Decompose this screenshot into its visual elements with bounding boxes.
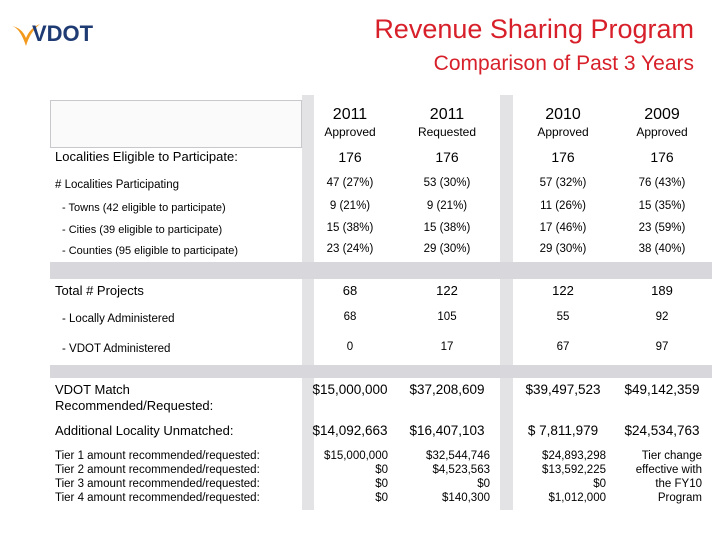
column-year: 2011	[429, 106, 465, 123]
tier-cell: $0	[375, 492, 388, 504]
row-label: Localities Eligible to Participate:	[55, 149, 238, 164]
table-cell: 176	[435, 149, 459, 165]
tier-cell: the FY10	[655, 478, 702, 490]
row-label: - Towns (42 eligible to participate)	[62, 202, 226, 214]
tier-cell: $32,544,746	[426, 450, 490, 462]
table-cell: 122	[436, 283, 458, 298]
tier-label: Tier 2 amount recommended/requested:	[55, 464, 260, 476]
column-status: Approved	[537, 125, 589, 139]
tier-cell: $0	[593, 478, 606, 490]
table-cell: 0	[346, 341, 354, 353]
row-label: - Counties (95 eligible to participate)	[62, 245, 239, 257]
tier-cell: $24,893,298	[542, 450, 606, 462]
table-cell: 68	[343, 311, 357, 323]
tier-cell: $0	[375, 478, 388, 490]
table-cell: 23 (59%)	[638, 222, 686, 234]
title: Revenue Sharing Program	[374, 14, 694, 44]
column-stripe	[302, 95, 314, 510]
table-cell: 9 (21%)	[426, 200, 468, 212]
table-cell: 176	[551, 149, 575, 165]
table-cell: 47 (27%)	[326, 177, 374, 189]
table-cell: 38 (40%)	[638, 243, 686, 255]
row-label: VDOT Match Recommended/Requested:	[55, 382, 214, 413]
row-label: # Localities Participating	[55, 179, 180, 191]
logo-swoosh	[12, 24, 40, 46]
row-label: Total # Projects	[55, 283, 144, 298]
table-cell: 76 (43%)	[638, 177, 686, 189]
tier-label: Tier 1 amount recommended/requested:	[55, 450, 260, 462]
tier-cell: $0	[375, 464, 388, 476]
table-cell: 176	[650, 149, 674, 165]
tier-cell: $13,592,225	[542, 464, 606, 476]
row-label: - Cities (39 eligible to participate)	[62, 224, 223, 236]
table-cell: 105	[437, 311, 457, 323]
tier-label: Tier 4 amount recommended/requested:	[55, 492, 260, 504]
table-cell: $15,000,000	[312, 382, 388, 397]
row-label: Additional Locality Unmatched:	[55, 423, 234, 438]
tier-cell: Program	[657, 492, 702, 504]
table-cell: $14,092,663	[312, 423, 388, 438]
tier-cell: Tier change	[641, 450, 702, 462]
table-cell: $24,534,763	[624, 423, 700, 438]
column-stripe	[500, 95, 513, 510]
column-status: Approved	[636, 125, 688, 139]
table-cell: 17	[440, 341, 454, 353]
column-year: 2011	[332, 106, 368, 123]
table-cell: 11 (26%)	[540, 200, 586, 212]
tier-cell: $4,523,563	[432, 464, 490, 476]
logo: VDOT	[12, 21, 94, 46]
table-cell: $37,208,609	[409, 382, 485, 397]
column-status: Requested	[417, 125, 477, 139]
tier-cell: $0	[477, 478, 490, 490]
table-cell: 68	[342, 283, 358, 298]
table-cell: 57 (32%)	[539, 177, 587, 189]
table-cell: 53 (30%)	[423, 177, 471, 189]
column-year: 2010	[545, 106, 581, 123]
tier-label: Tier 3 amount recommended/requested:	[55, 478, 260, 490]
table-cell: 189	[651, 283, 673, 298]
table-cell: 15 (38%)	[423, 222, 471, 234]
row-band	[50, 262, 712, 279]
tier-cell: $1,012,000	[548, 492, 606, 504]
tier-cell: $140,300	[442, 492, 490, 504]
tier-cell: effective with	[635, 464, 702, 476]
column-year: 2009	[644, 106, 680, 123]
table-cell: 55	[556, 311, 570, 323]
table-cell: $16,407,103	[409, 423, 485, 438]
tier-cell: $15,000,000	[324, 450, 388, 462]
table-cell: 29 (30%)	[423, 243, 471, 255]
table-cell: 15 (38%)	[326, 222, 374, 234]
table-cell: 15 (35%)	[638, 200, 686, 212]
table-cell: $49,142,359	[624, 382, 700, 397]
table-cell: 17 (46%)	[539, 222, 587, 234]
row-label: - Locally Administered	[62, 313, 175, 325]
row-band	[50, 365, 712, 378]
table-cell: 29 (30%)	[539, 243, 587, 255]
row-label: - VDOT Administered	[62, 343, 171, 355]
table-cell: 9 (21%)	[329, 200, 371, 212]
table-cell: 97	[655, 341, 669, 353]
table-cell: 23 (24%)	[326, 243, 374, 255]
header-box	[50, 100, 302, 148]
table-cell: 92	[655, 311, 669, 323]
logo-text: VDOT	[32, 21, 94, 46]
table-cell: 122	[552, 283, 574, 298]
table-cell: 176	[338, 149, 362, 165]
table-cell: $ 7,811,979	[527, 423, 599, 438]
column-status: Approved	[324, 125, 376, 139]
subtitle: Comparison of Past 3 Years	[433, 52, 694, 75]
table-cell: 67	[556, 341, 570, 353]
table-cell: $39,497,523	[525, 382, 601, 397]
